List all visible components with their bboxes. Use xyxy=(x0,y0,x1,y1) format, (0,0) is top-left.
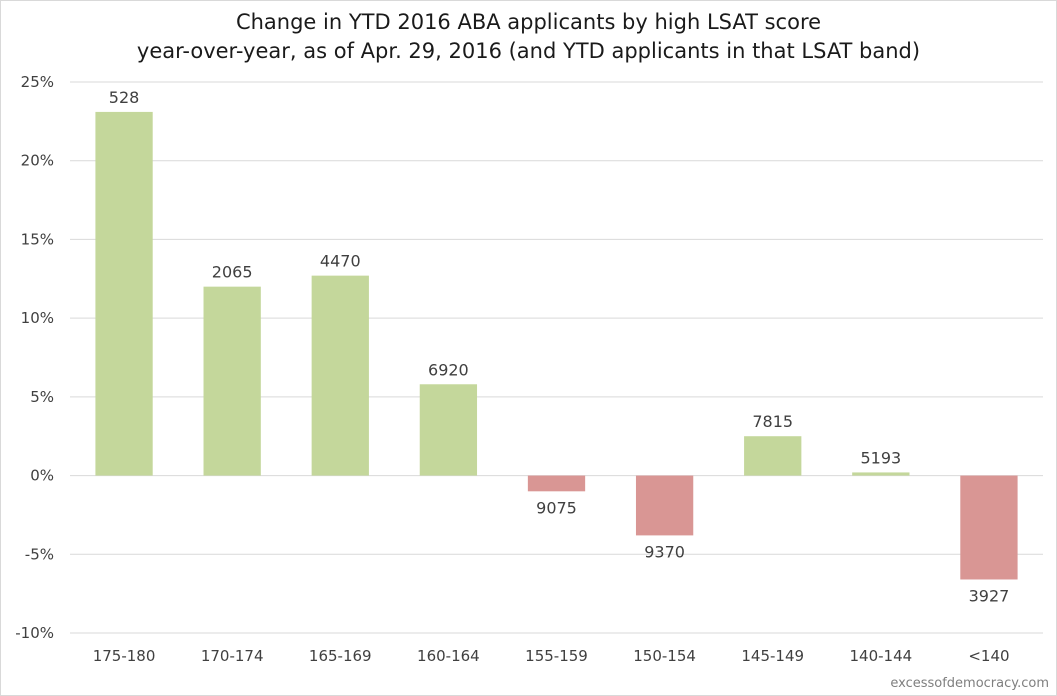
y-tick-label: -10% xyxy=(15,624,54,642)
data-label: 7815 xyxy=(752,412,793,431)
bar xyxy=(419,384,478,476)
source-credit: excessofdemocracy.com xyxy=(890,676,1049,691)
bar xyxy=(95,111,153,476)
y-tick-label: 5% xyxy=(30,388,54,406)
x-tick-label: 150-154 xyxy=(633,647,696,665)
y-tick-label: 15% xyxy=(21,230,54,248)
data-label: 4470 xyxy=(320,252,361,271)
y-tick-label: 10% xyxy=(21,309,54,327)
data-label: 3927 xyxy=(969,586,1010,605)
bar xyxy=(744,436,802,476)
data-label: 9075 xyxy=(536,498,577,517)
x-tick-label: 140-144 xyxy=(849,647,912,665)
y-tick-label: 20% xyxy=(21,152,54,170)
data-label: 5193 xyxy=(860,448,901,467)
x-tick-label: 165-169 xyxy=(309,647,372,665)
bars xyxy=(95,111,1018,580)
x-tick-label: 175-180 xyxy=(93,647,156,665)
data-labels: 528 2065 4470 6920 9075 9370 7815 5193 3927 xyxy=(109,88,1010,606)
bar xyxy=(960,475,1018,580)
data-label: 528 xyxy=(109,88,140,107)
y-tick-label: 0% xyxy=(30,467,54,485)
bar xyxy=(203,286,261,476)
x-tick-label: <140 xyxy=(968,647,1009,665)
x-tick-label: 160-164 xyxy=(417,647,480,665)
chart-title: Change in YTD 2016 ABA applicants by hig… xyxy=(235,10,822,34)
x-tick-label: 145-149 xyxy=(741,647,804,665)
x-tick-label: 155-159 xyxy=(525,647,588,665)
bar xyxy=(852,472,910,476)
x-tick-label: 170-174 xyxy=(201,647,264,665)
bar xyxy=(311,275,369,476)
bar xyxy=(527,475,586,492)
data-label: 2065 xyxy=(212,263,253,282)
data-label: 6920 xyxy=(428,360,469,379)
y-tick-label: 25% xyxy=(21,73,54,91)
y-tick-label: -5% xyxy=(25,545,54,563)
chart-subtitle: year-over-year, as of Apr. 29, 2016 (and… xyxy=(136,39,921,63)
data-label: 9370 xyxy=(644,542,685,561)
bar xyxy=(635,475,694,536)
x-axis-tick-labels: 175-180 170-174 165-169 160-164 155-159 150-1… xyxy=(93,647,1010,665)
y-axis-tick-labels: 25% 20% 15% 10% 5% 0% -5% -10% xyxy=(15,73,54,642)
